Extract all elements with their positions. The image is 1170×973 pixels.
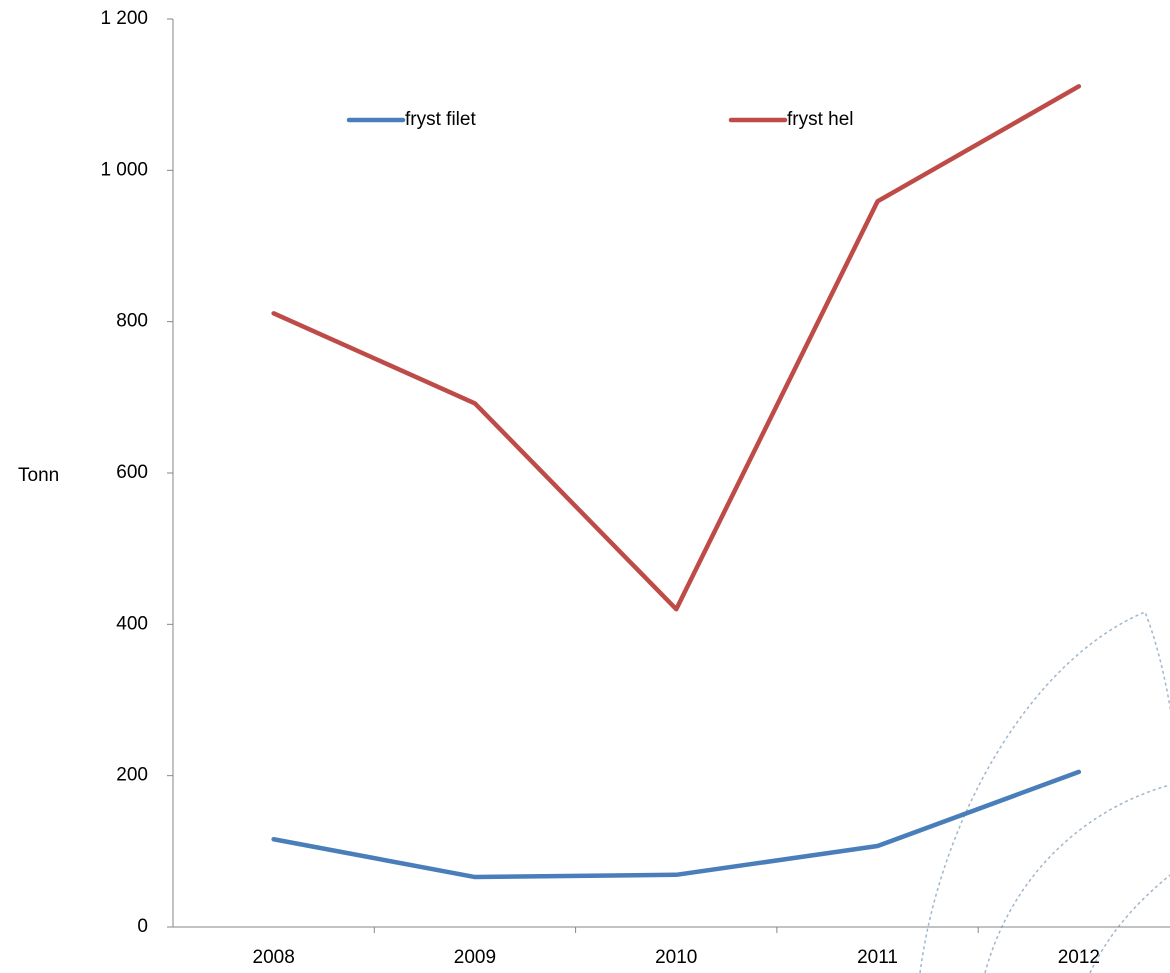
y-tick-label: 600 — [116, 462, 148, 483]
x-tick-label: 2010 — [655, 947, 697, 968]
series-line — [271, 84, 1082, 612]
y-tick-label: 1 000 — [100, 159, 148, 180]
y-tick-label: 1 200 — [100, 8, 148, 29]
x-tick-label: 2011 — [857, 947, 898, 968]
y-tick-label: 400 — [116, 613, 148, 634]
x-tick-label: 2012 — [1058, 947, 1100, 968]
y-tick-label: 800 — [116, 311, 148, 332]
legend-label: fryst hel — [787, 109, 854, 130]
y-tick-label: 0 — [137, 916, 148, 937]
y-axis-label: Tonn — [18, 465, 59, 486]
x-tick-label: 2009 — [454, 947, 496, 968]
x-tick-label: 2008 — [253, 947, 295, 968]
decor-arc — [1089, 874, 1170, 973]
legend-label: fryst filet — [405, 109, 476, 130]
y-tick-label: 200 — [116, 765, 148, 786]
series-line — [271, 769, 1082, 880]
decor-arc — [919, 611, 1170, 973]
decoration — [919, 611, 1170, 973]
decor-arc — [984, 784, 1170, 973]
plot-area: 0 200 400 600 800 1 000 1 200 2008 2009 2010 2011 2… — [100, 8, 1170, 968]
